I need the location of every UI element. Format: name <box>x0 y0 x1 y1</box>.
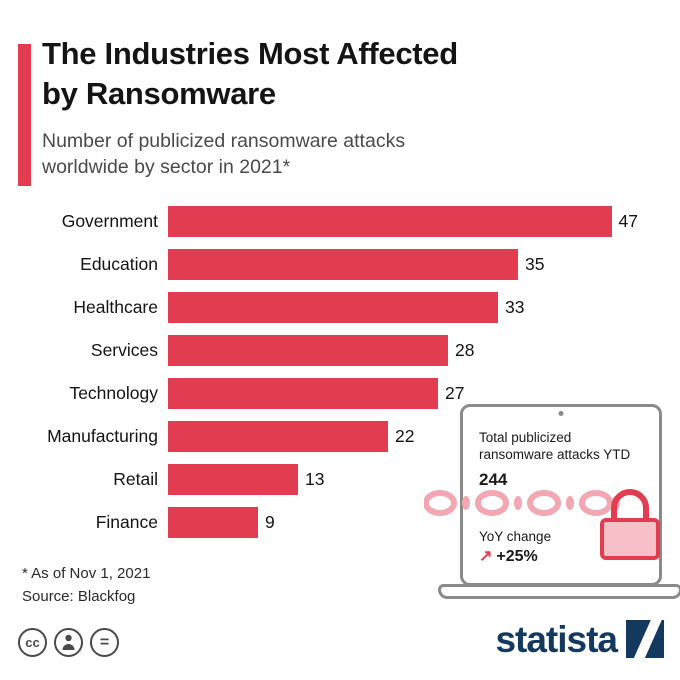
padlock-icon <box>600 489 660 560</box>
value-label: 27 <box>445 383 465 403</box>
cc-icon: cc <box>18 628 47 657</box>
page-subtitle: Number of publicized ransomware attacks w… <box>42 128 405 181</box>
value-label: 35 <box>525 254 545 274</box>
laptop-camera-dot <box>558 411 564 416</box>
value-label: 9 <box>265 512 275 532</box>
chart-row: Services 28 <box>8 329 676 372</box>
statista-logo-mark <box>626 620 664 658</box>
chart-row: Technology 27 <box>8 372 676 415</box>
yoy-change-value: ↗ +25% <box>479 546 538 566</box>
bar-chart: Government 47 Education 35 Healthcare 33 Servi… <box>8 200 676 544</box>
attribution-person-icon <box>54 628 83 657</box>
source-line: Source: Blackfog <box>22 588 136 606</box>
license-icons: cc = <box>18 628 119 657</box>
category-label: Healthcare <box>73 297 158 317</box>
category-label: Retail <box>113 469 158 489</box>
category-label: Services <box>90 340 158 360</box>
laptop-base <box>438 584 680 599</box>
subtitle-line-1: Number of publicized ransomware attacks <box>42 130 406 152</box>
value-label: 13 <box>305 469 325 489</box>
bar <box>168 206 612 237</box>
chain-icon <box>424 490 620 516</box>
category-label: Manufacturing <box>47 426 158 446</box>
category-label: Technology <box>69 383 158 403</box>
statista-logo: statista <box>495 620 664 658</box>
bar <box>168 292 498 323</box>
subtitle-line-2: worldwide by sector in 2021* <box>42 156 291 179</box>
callout-label: Total publicized ransomware attacks YTD <box>479 429 647 464</box>
bar <box>168 464 298 495</box>
statista-wordmark: statista <box>495 618 618 660</box>
equal-icon: = <box>90 628 119 657</box>
laptop-screen-content: Total publicized ransomware attacks YTD 2… <box>463 407 659 583</box>
callout-label-line-2: ransomware attacks YTD <box>479 447 631 463</box>
up-right-arrow-icon: ↗ <box>479 548 493 565</box>
value-label: 33 <box>505 297 525 317</box>
category-label: Government <box>61 211 158 231</box>
title-line-2: by Ransomware <box>42 75 276 111</box>
page-title: The Industries Most Affected by Ransomwar… <box>42 34 458 113</box>
value-label: 47 <box>618 211 638 231</box>
chart-row: Education 35 <box>8 243 676 286</box>
bar <box>168 507 258 538</box>
bar <box>168 421 388 452</box>
bar <box>168 378 438 409</box>
footnote-asterisk-line: * As of Nov 1, 2021 <box>22 565 151 582</box>
bar <box>168 335 448 366</box>
chart-row: Government 47 <box>8 200 676 243</box>
value-label: 22 <box>395 426 415 446</box>
chart-row: Retail 13 <box>8 458 676 501</box>
title-accent-bar <box>18 44 31 186</box>
bar <box>168 249 518 280</box>
title-line-1: The Industries Most Affected <box>42 36 458 71</box>
callout-total-value: 244 <box>479 469 508 489</box>
chart-row: Finance 9 <box>8 501 676 544</box>
yoy-percentage: +25% <box>496 548 538 565</box>
category-label: Finance <box>95 512 158 532</box>
category-label: Education <box>80 254 158 274</box>
callout-label-line-1: Total publicized <box>479 430 572 445</box>
footnote: * As of Nov 1, 2021 Source: Blackfog <box>22 562 150 609</box>
value-label: 28 <box>455 340 475 360</box>
chart-row: Manufacturing 22 <box>8 415 676 458</box>
yoy-change-label: YoY change <box>479 529 552 544</box>
chart-row: Healthcare 33 <box>8 286 676 329</box>
